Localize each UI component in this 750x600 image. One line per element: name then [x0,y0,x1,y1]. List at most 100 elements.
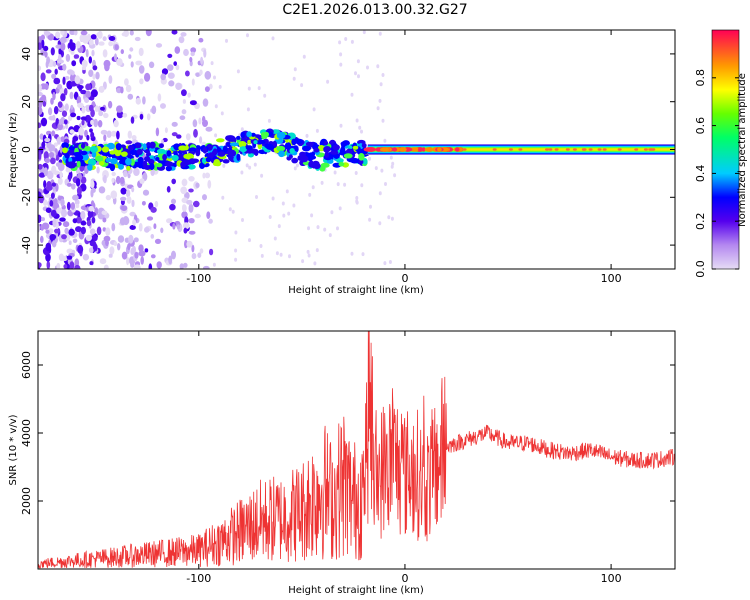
spectrogram-signal-cell [250,132,256,137]
spectrogram-peak-cell [582,148,587,151]
spectrogram-noise-cell [220,111,224,116]
spectrogram-signal-cell [126,165,131,171]
spectrogram-noise-cell [129,47,134,52]
spectrogram-signal-cell [162,154,168,161]
spectrogram-signal-cell [137,161,145,169]
spectrogram-noise-cell [231,209,235,214]
spectrogram-x-label: Height of straight line (km) [288,285,424,296]
spectrogram-noise-cell [204,86,210,92]
spectrogram-noise-cell [78,85,83,92]
spectrogram-noise-cell [59,36,67,44]
spectrogram-noise-cell [171,30,178,35]
spectrogram-x-tick-label: -100 [186,272,211,285]
spectrogram-noise-cell [90,119,94,125]
spectrogram-signal-cell [302,145,311,152]
spectrogram-noise-cell [117,243,121,251]
spectrogram-noise-cell [378,98,382,103]
spectrogram-noise-cell [181,178,188,187]
spectrogram-signal-cell [263,131,269,137]
spectrogram-signal-cell [180,161,187,168]
spectrogram-noise-cell [209,248,214,256]
snr-frame [37,330,676,570]
spectrogram-noise-cell [295,163,299,168]
spectrogram-noise-cell [155,43,163,48]
spectrogram-noise-cell [150,206,157,213]
spectrogram-noise-cell [120,205,128,212]
spectrogram-noise-cell [133,237,139,243]
spectrogram-signal-cell [256,139,266,145]
spectrogram-noise-cell [63,264,68,269]
spectrogram-noise-cell [156,261,162,269]
spectrogram-signal-cell [130,149,136,156]
spectrogram-noise-cell [77,244,84,254]
spectrogram-noise-cell [179,115,186,120]
spectrogram-noise-cell [76,41,81,49]
spectrogram-noise-cell [60,42,66,51]
spectrogram-noise-cell [168,255,173,265]
spectrogram-signal-cell [222,159,230,164]
spectrogram-noise-cell [38,97,44,105]
spectrogram-signal-cell [343,153,353,159]
spectrogram-noise-cell [56,207,63,214]
spectrogram-peak-cell [437,147,442,152]
spectrogram-noise-cell [74,258,80,268]
spectrogram-noise-cell [43,180,47,189]
spectrogram-noise-cell [80,226,86,235]
snr-panel: -100 0 100 2000 4000 6000 Height of straight… [8,330,676,596]
spectrogram-signal-cell [323,140,329,146]
spectrogram-noise-cell [45,242,52,252]
spectrogram-noise-cell [122,113,128,118]
spectrogram-noise-cell [181,109,187,115]
spectrogram-peak-cell [379,147,390,152]
spectrogram-signal-cell [62,147,68,154]
spectrogram-peak-cell [572,148,577,151]
spectrogram-noise-cell [192,119,198,128]
spectrogram-signal-cell [155,156,160,162]
spectrogram-noise-cell [98,85,105,93]
spectrogram-signal-cell [358,153,365,161]
spectrogram-noise-cell [214,133,218,138]
spectrogram-signal-cell [236,135,241,140]
spectrogram-noise-cell [206,211,211,219]
spectrogram-noise-cell [128,54,132,59]
spectrogram-noise-cell [111,177,115,183]
spectrogram-noise-cell [355,199,359,204]
spectrogram-noise-cell [69,30,76,35]
spectrogram-signal-cell [276,145,286,152]
spectrogram-y-tick-label: 40 [20,47,33,61]
spectrogram-noise-cell [171,178,176,185]
spectrogram-noise-cell [75,216,82,224]
spectrogram-noise-cell [190,47,197,53]
spectrogram-noise-cell [305,133,309,138]
spectrogram-signal-cell [236,153,241,161]
spectrogram-noise-cell [187,92,191,98]
spectrogram-noise-cell [368,217,372,222]
spectrogram-noise-cell [69,261,75,269]
spectrogram-noise-cell [142,96,146,105]
spectrogram-noise-cell [138,222,143,232]
spectrogram-noise-cell [176,224,181,230]
spectrogram-noise-cell [73,54,80,59]
spectrogram-noise-cell [376,106,380,111]
spectrogram-noise-cell [61,110,68,117]
spectrogram-noise-cell [188,203,194,213]
spectrogram-signal-cell [253,140,258,145]
spectrogram-noise-cell [197,252,202,258]
spectrogram-signal-cell [291,157,299,164]
spectrogram-noise-cell [81,65,87,71]
spectrogram-peak-cell [492,148,497,151]
spectrogram-signal-cell [156,148,166,154]
spectrogram-noise-cell [64,103,69,111]
spectrogram-noise-cell [263,93,267,98]
spectrogram-noise-cell [135,60,143,66]
spectrogram-noise-cell [57,101,63,108]
spectrogram-noise-cell [98,41,105,46]
spectrogram-signal-cell [300,155,309,163]
spectrogram-noise-cell [171,132,178,137]
spectrogram-noise-cell [130,247,135,256]
spectrogram-noise-cell [55,162,62,168]
spectrogram-noise-cell [151,105,157,115]
spectrogram-noise-cell [63,119,68,125]
spectrogram-noise-cell [307,253,311,258]
spectrogram-peak-cell [462,148,467,151]
